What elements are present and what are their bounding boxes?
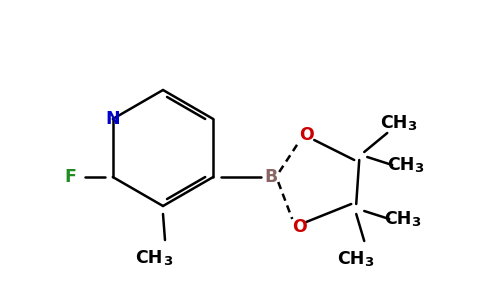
Text: B: B	[265, 168, 278, 186]
Text: 3: 3	[407, 120, 416, 133]
Text: 3: 3	[411, 216, 421, 229]
Text: CH: CH	[136, 249, 163, 267]
Text: CH: CH	[387, 156, 414, 174]
Text: F: F	[65, 168, 76, 186]
Text: 3: 3	[414, 162, 424, 175]
Text: O: O	[299, 126, 314, 144]
Text: CH: CH	[380, 114, 407, 132]
Text: N: N	[106, 110, 120, 128]
Text: 3: 3	[364, 256, 374, 269]
Text: O: O	[292, 218, 306, 236]
Text: CH: CH	[337, 250, 364, 268]
Text: CH: CH	[384, 210, 411, 228]
Text: 3: 3	[163, 255, 172, 268]
